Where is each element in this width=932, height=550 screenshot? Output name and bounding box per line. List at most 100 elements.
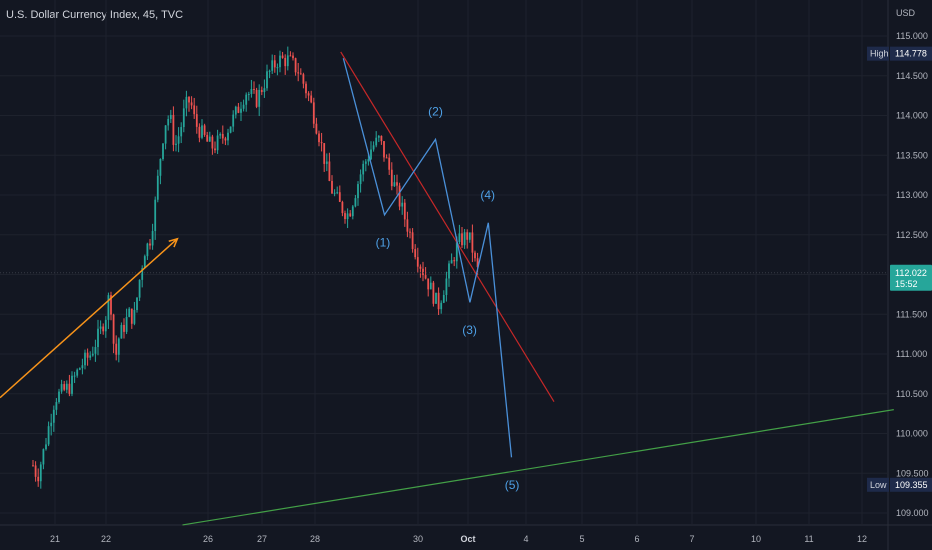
candle-body	[65, 383, 68, 390]
wave-label: (5)	[505, 478, 520, 492]
candle-body	[195, 114, 198, 127]
candle-body	[299, 73, 302, 75]
candle-body	[71, 375, 73, 394]
candle-body	[273, 60, 276, 68]
candle-body	[377, 135, 380, 138]
candle-body	[193, 105, 196, 115]
candle-body	[328, 161, 331, 181]
high-tag: High 114.778	[867, 46, 932, 61]
candle-body	[253, 89, 255, 91]
candle-body	[266, 71, 268, 89]
candle-body	[128, 308, 131, 317]
candle-body	[156, 175, 159, 200]
chart-title: U.S. Dollar Currency Index, 45, TVC	[6, 9, 184, 21]
x-tick-label: 12	[857, 534, 867, 544]
candle-body	[455, 241, 458, 262]
candle-body	[91, 353, 94, 356]
candle-body	[234, 106, 237, 115]
candle-body	[440, 302, 443, 310]
candle-body	[208, 136, 211, 142]
candle-body	[162, 143, 164, 160]
candle-body	[240, 108, 242, 113]
candle-body	[55, 402, 58, 410]
candle-body	[227, 132, 229, 141]
candle-body	[398, 185, 401, 207]
time-axis[interactable]: 21 22 26 27 28 30 Oct 4 5 6 7 10 11 12	[50, 534, 867, 544]
candle-body	[297, 72, 300, 74]
candle-body	[305, 83, 307, 94]
candle-body	[414, 249, 417, 258]
candle-body	[50, 422, 53, 427]
candle-body	[182, 108, 185, 128]
candle-body	[45, 444, 47, 450]
candle-body	[172, 114, 175, 145]
candle-body	[419, 266, 422, 269]
x-tick-label: 6	[634, 534, 639, 544]
candle-body	[294, 58, 297, 73]
candle-body	[190, 102, 193, 106]
y-tick-label: 113.000	[896, 190, 928, 200]
candle-body	[359, 174, 362, 185]
high-tag-value-bg	[890, 46, 932, 61]
candle-body	[442, 294, 445, 303]
candle-body	[146, 243, 149, 257]
candle-body	[325, 161, 328, 164]
candle-body	[349, 213, 352, 217]
candle-body	[34, 465, 37, 477]
candle-body	[245, 94, 248, 105]
candle-body	[286, 55, 289, 67]
candle-body	[112, 314, 115, 344]
candle-body	[362, 163, 365, 175]
candle-body	[263, 88, 266, 93]
candle-body	[86, 352, 89, 358]
candle-body	[276, 67, 279, 69]
candle-body	[375, 137, 378, 146]
candle-body	[216, 135, 219, 151]
candle-body	[468, 232, 471, 240]
candle-body	[120, 324, 123, 339]
candle-body	[73, 375, 76, 377]
candle-body	[351, 206, 354, 217]
high-tag-label: High	[870, 49, 889, 59]
candle-body	[224, 138, 227, 141]
candle-body	[177, 136, 180, 144]
candle-body	[396, 182, 398, 186]
candle-body	[476, 258, 479, 268]
candle-body	[125, 316, 128, 332]
candle-body	[281, 55, 284, 58]
y-tick-label: 114.500	[896, 71, 928, 81]
candle-body	[203, 125, 206, 135]
candle-body	[143, 256, 146, 269]
candle-body	[94, 347, 97, 354]
y-tick-label: 114.000	[896, 111, 928, 121]
candle-body	[388, 157, 391, 170]
candle-body	[151, 231, 154, 246]
candle-body	[117, 338, 120, 355]
low-tag-value-bg	[890, 477, 932, 492]
x-tick-label: 5	[579, 534, 584, 544]
candle-body	[110, 295, 112, 315]
candle-body	[214, 148, 216, 151]
candle-body	[175, 143, 177, 145]
candle-body	[81, 365, 84, 369]
y-tick-label: 110.000	[896, 429, 928, 439]
candle-body	[403, 202, 406, 220]
candle-body	[372, 145, 375, 150]
candle-body	[427, 278, 430, 290]
candle-body	[432, 282, 435, 304]
high-tag-label-bg	[867, 46, 889, 61]
candle-body	[229, 126, 232, 133]
candle-body	[164, 125, 167, 144]
candle-body	[424, 275, 427, 279]
y-tick-label: 109.500	[896, 468, 929, 478]
candle-body	[331, 180, 333, 194]
candle-body	[320, 142, 323, 144]
candle-body	[99, 326, 102, 329]
x-tick-label: 10	[751, 534, 761, 544]
trend-arrow-head	[168, 237, 179, 248]
candle-body	[89, 355, 92, 358]
candle-body	[409, 231, 411, 233]
candle-body	[268, 70, 271, 72]
